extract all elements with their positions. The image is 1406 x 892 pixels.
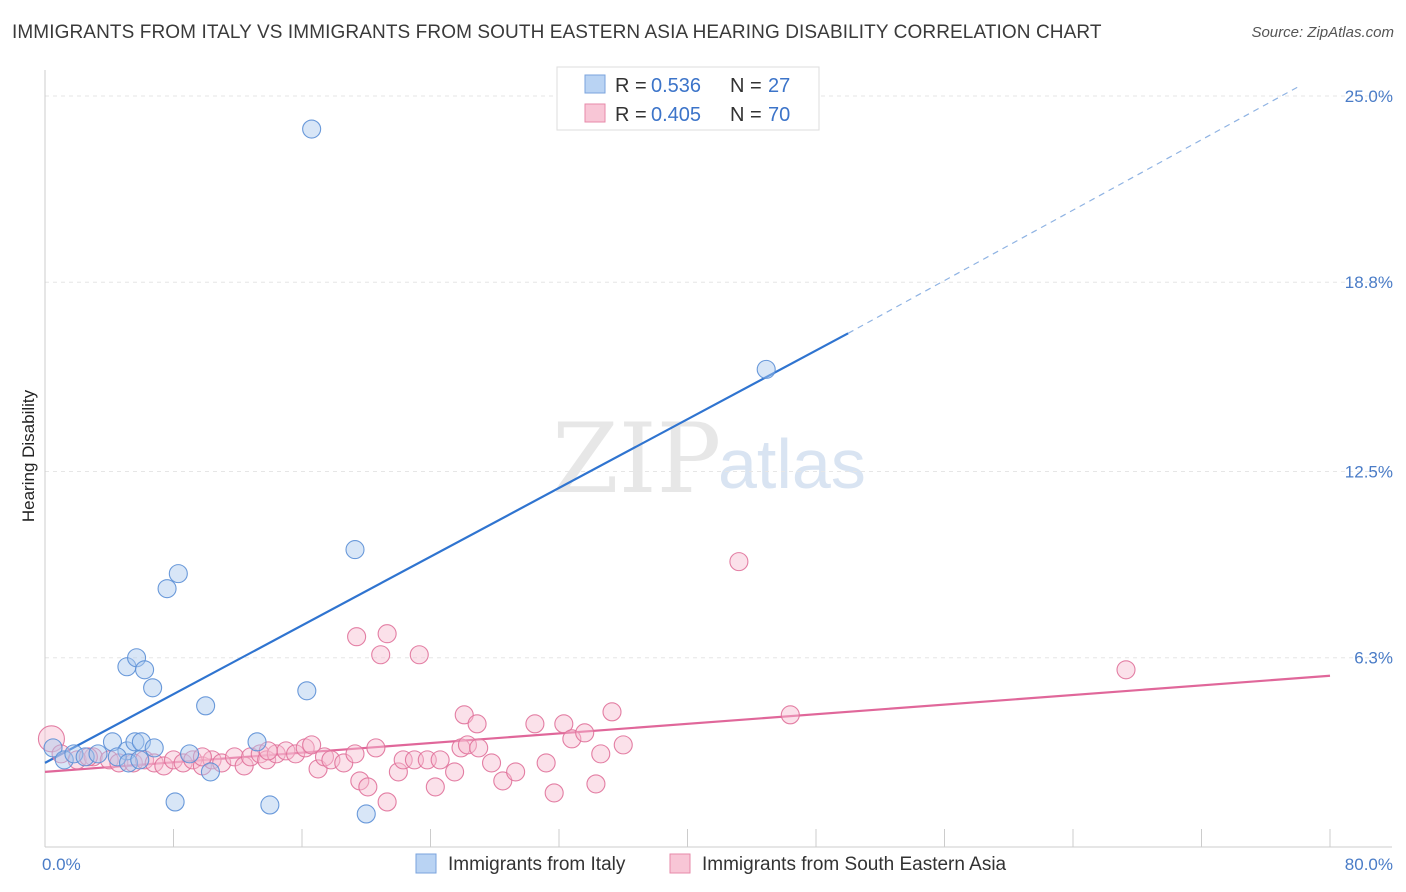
y-tick-label-2: 18.8% [1345,273,1393,292]
point-italy-5 [102,732,123,752]
bottom-legend-swatch-sea [669,853,691,874]
point-sea-33 [366,738,386,758]
point-sea-54 [586,774,606,794]
point-sea-58 [347,627,367,647]
point-italy-22 [247,732,267,752]
point-sea-51 [554,714,574,734]
point-italy-17 [157,579,177,599]
point-sea-49 [536,753,556,773]
point-italy-15 [135,660,155,680]
x-tick-label-min: 0.0% [42,855,81,874]
legend-r-value-sea: 0.405 [651,104,701,126]
point-sea-45 [481,753,502,773]
point-sea-43 [457,735,477,755]
point-sea-59 [377,624,397,644]
point-italy-29 [756,359,776,379]
point-italy-12 [130,750,150,770]
data-points [37,119,1136,824]
point-sea-57 [613,735,633,755]
point-italy-11 [118,753,139,773]
point-sea-39 [425,777,445,797]
point-italy-19 [180,744,200,764]
point-sea-55 [591,744,611,764]
legend-r-label-sea: R = [615,104,647,126]
point-sea-61 [467,714,487,734]
y-tick-label-3: 25.0% [1345,87,1393,106]
point-sea-35 [388,762,408,782]
bottom-legend-label-sea: Immigrants from South Eastern Asia [702,854,1007,875]
point-sea-32 [358,777,378,797]
point-sea-9 [154,756,174,776]
trend-line-italy-extension [847,86,1299,334]
y-tick-label-0: 6.3% [1354,649,1393,668]
legend-swatch-sea [584,103,606,123]
point-sea-41 [445,762,465,782]
chart-source: Source: ZipAtlas.com [1251,24,1394,41]
y-tick-labels: 6.3% 12.5% 18.8% 25.0% [1345,87,1393,668]
point-italy-21 [200,762,220,782]
trend-line-italy [44,332,849,764]
point-sea-50 [544,783,564,803]
point-sea-30 [345,744,365,764]
point-sea-62 [371,645,391,665]
legend-r-value-italy: 0.536 [651,75,701,97]
series-legend: Immigrants from Italy Immigrants from So… [415,853,1007,875]
point-italy-10 [107,747,127,767]
x-tick-labels: 0.0% 80.0% [42,855,1393,874]
watermark-zip: ZIP [552,403,721,515]
point-italy-16 [143,678,163,698]
point-sea-23 [286,744,306,764]
point-sea-34 [377,792,397,812]
legend-n-value-italy: 27 [768,75,790,97]
point-italy-9 [144,738,164,758]
point-sea-63 [409,645,429,665]
bottom-legend-swatch-italy [415,853,437,874]
point-italy-1 [54,750,74,770]
point-sea-44 [469,738,489,758]
watermark-atlas: atlas [718,425,866,503]
legend-swatch-italy [584,74,606,94]
axes [44,70,1392,848]
point-italy-4 [88,744,108,764]
point-sea-64 [729,552,749,572]
point-italy-28 [165,792,185,812]
legend-n-value-sea: 70 [768,104,790,126]
legend-r-label-italy: R = [615,75,647,97]
point-sea-48 [525,714,545,734]
point-sea-25 [302,735,322,755]
grid-lines [45,95,1392,659]
point-italy-24 [297,681,317,701]
point-italy-0 [43,738,63,758]
y-tick-label-1: 12.5% [1345,463,1393,482]
point-italy-26 [345,540,365,560]
correlation-legend: R = 0.536 N = 27 R = 0.405 N = 70 [556,66,820,131]
point-italy-18 [168,564,188,584]
point-italy-7 [125,732,145,752]
legend-n-label-italy: N = [730,75,762,97]
point-sea-65 [780,705,800,725]
point-sea-40 [430,750,450,770]
point-italy-2 [64,744,84,764]
point-italy-27 [356,804,376,824]
point-sea-47 [506,762,526,782]
x-tick-label-max: 80.0% [1345,855,1393,874]
point-sea-56 [602,702,622,722]
point-sea-66 [1116,660,1136,680]
bottom-legend-label-italy: Immigrants from Italy [448,854,626,875]
chart-title: IMMIGRANTS FROM ITALY VS IMMIGRANTS FROM… [12,22,1102,43]
point-sea-53 [575,723,595,743]
point-italy-20 [196,696,216,716]
point-sea-36 [393,750,413,770]
point-italy-23 [260,795,280,815]
y-axis-title: Hearing Disability [19,389,38,522]
point-italy-25 [302,119,322,139]
legend-n-label-sea: N = [730,104,762,126]
